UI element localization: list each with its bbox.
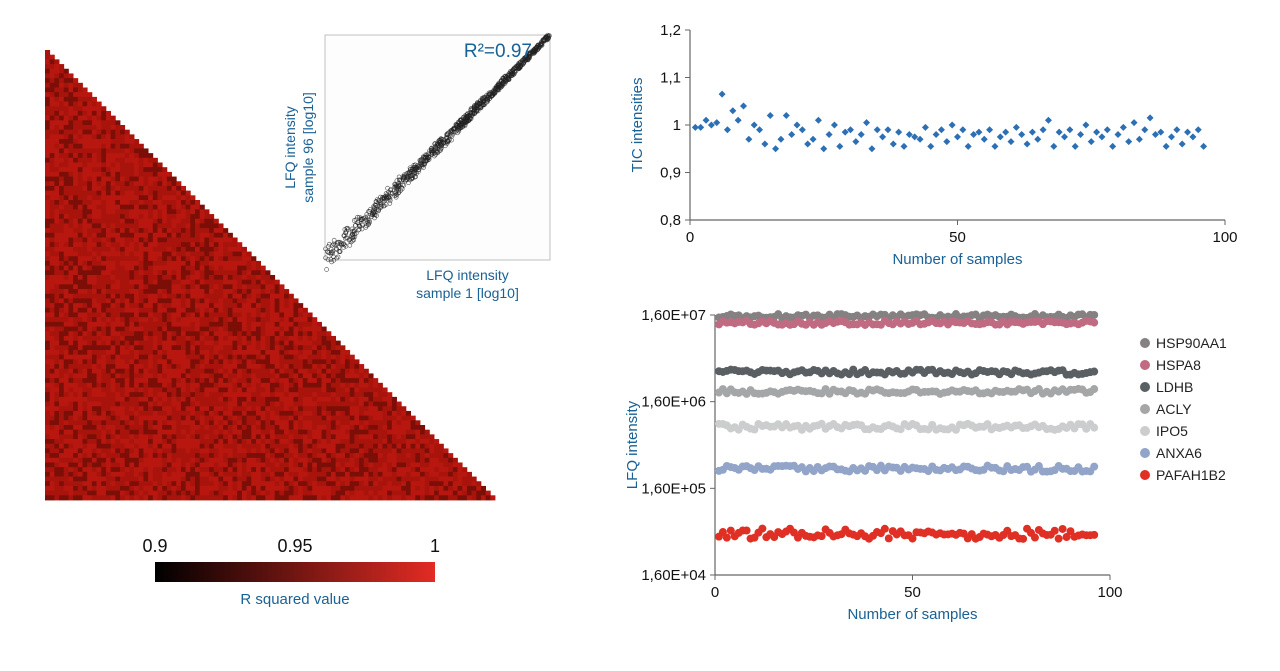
legend-item: LDHB	[1140, 379, 1227, 395]
legend-marker	[1140, 470, 1150, 480]
legend-label: IPO5	[1156, 423, 1188, 439]
legend-label: ANXA6	[1156, 445, 1202, 461]
legend-label: PAFAH1B2	[1156, 467, 1226, 483]
legend-item: HSPA8	[1140, 357, 1227, 373]
svg-text:1: 1	[430, 536, 440, 556]
svg-text:R squared value: R squared value	[240, 591, 349, 608]
svg-text:0.95: 0.95	[277, 536, 312, 556]
legend-marker	[1140, 338, 1150, 348]
legend-marker	[1140, 360, 1150, 370]
legend-marker	[1140, 382, 1150, 392]
legend-item: ANXA6	[1140, 445, 1227, 461]
legend-marker	[1140, 404, 1150, 414]
figure-container: 0.90.951R squared valueR²=0.97LFQ intens…	[0, 0, 1280, 671]
legend-label: ACLY	[1156, 401, 1192, 417]
svg-text:0.9: 0.9	[142, 536, 167, 556]
legend-item: PAFAH1B2	[1140, 467, 1227, 483]
legend-item: ACLY	[1140, 401, 1227, 417]
left-composite-svg: 0.90.951R squared valueR²=0.97LFQ intens…	[25, 20, 585, 651]
right-panel: 0,80,911,11,2050100TIC intensitiesNumber…	[615, 20, 1255, 651]
lfq-chart-box: 1,60E+041,60E+051,60E+061,60E+07050100LF…	[615, 300, 1255, 630]
left-panel: 0.90.951R squared valueR²=0.97LFQ intens…	[25, 20, 585, 651]
legend-label: HSP90AA1	[1156, 335, 1227, 351]
lfq-legend: HSP90AA1 HSPA8 LDHB ACLY IPO5 ANXA6 PAFAH1B2	[1140, 335, 1227, 489]
legend-marker	[1140, 448, 1150, 458]
tic-chart-svg: 0,80,911,11,2050100TIC intensitiesNumber…	[615, 20, 1255, 275]
legend-marker	[1140, 426, 1150, 436]
legend-label: LDHB	[1156, 379, 1193, 395]
legend-item: IPO5	[1140, 423, 1227, 439]
legend-label: HSPA8	[1156, 357, 1201, 373]
tic-chart-box: 0,80,911,11,2050100TIC intensitiesNumber…	[615, 20, 1255, 275]
legend-item: HSP90AA1	[1140, 335, 1227, 351]
